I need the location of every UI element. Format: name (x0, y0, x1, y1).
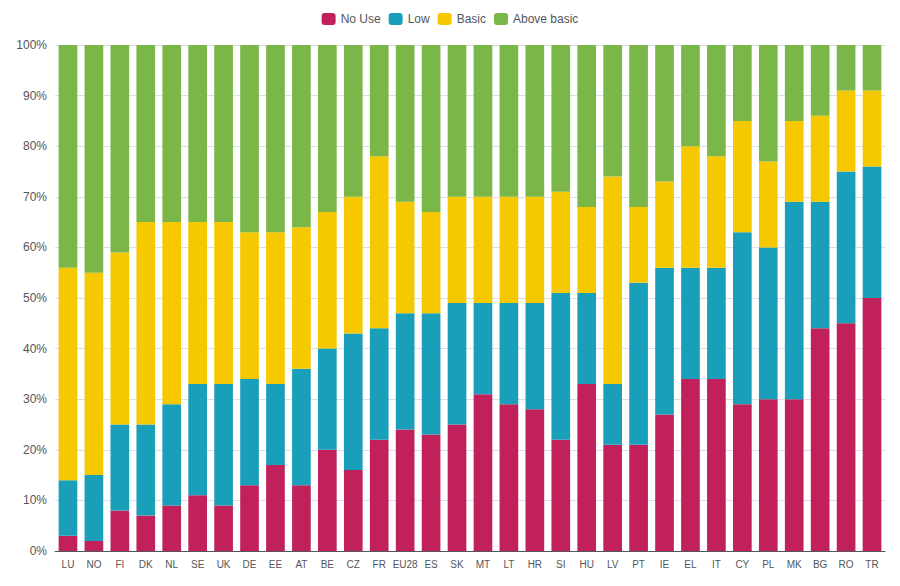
svg-text:60%: 60% (23, 240, 47, 254)
svg-text:EU28: EU28 (393, 559, 418, 570)
svg-text:PL: PL (762, 559, 775, 570)
svg-text:SK: SK (450, 559, 464, 570)
svg-text:SE: SE (191, 559, 205, 570)
svg-text:LT: LT (503, 559, 514, 570)
svg-text:LU: LU (62, 559, 75, 570)
svg-text:DK: DK (139, 559, 153, 570)
svg-text:NL: NL (165, 559, 178, 570)
svg-text:TR: TR (865, 559, 878, 570)
svg-text:90%: 90% (23, 89, 47, 103)
svg-text:20%: 20% (23, 443, 47, 457)
svg-text:LV: LV (607, 559, 619, 570)
svg-text:BE: BE (321, 559, 335, 570)
svg-text:EE: EE (269, 559, 283, 570)
svg-text:HR: HR (528, 559, 542, 570)
svg-text:SI: SI (556, 559, 565, 570)
svg-text:BG: BG (813, 559, 828, 570)
svg-text:30%: 30% (23, 392, 47, 406)
svg-text:MK: MK (787, 559, 802, 570)
svg-text:Low: Low (408, 12, 430, 26)
svg-text:AT: AT (295, 559, 307, 570)
svg-text:EL: EL (684, 559, 697, 570)
svg-text:UK: UK (217, 559, 231, 570)
svg-text:IT: IT (712, 559, 721, 570)
svg-text:ES: ES (424, 559, 438, 570)
svg-text:NO: NO (86, 559, 101, 570)
svg-text:0%: 0% (30, 544, 48, 558)
svg-text:CZ: CZ (347, 559, 360, 570)
svg-text:50%: 50% (23, 291, 47, 305)
svg-text:No Use: No Use (341, 12, 381, 26)
svg-text:HU: HU (579, 559, 593, 570)
svg-text:100%: 100% (16, 38, 47, 52)
svg-text:RO: RO (839, 559, 854, 570)
svg-text:IE: IE (660, 559, 670, 570)
svg-text:PT: PT (632, 559, 645, 570)
svg-text:Above basic: Above basic (513, 12, 578, 26)
svg-text:MT: MT (476, 559, 490, 570)
svg-text:80%: 80% (23, 139, 47, 153)
svg-text:Basic: Basic (457, 12, 486, 26)
svg-text:10%: 10% (23, 493, 47, 507)
svg-text:40%: 40% (23, 342, 47, 356)
svg-text:CY: CY (735, 559, 749, 570)
svg-text:FI: FI (115, 559, 124, 570)
svg-text:FR: FR (373, 559, 386, 570)
svg-text:DE: DE (243, 559, 257, 570)
svg-text:70%: 70% (23, 190, 47, 204)
